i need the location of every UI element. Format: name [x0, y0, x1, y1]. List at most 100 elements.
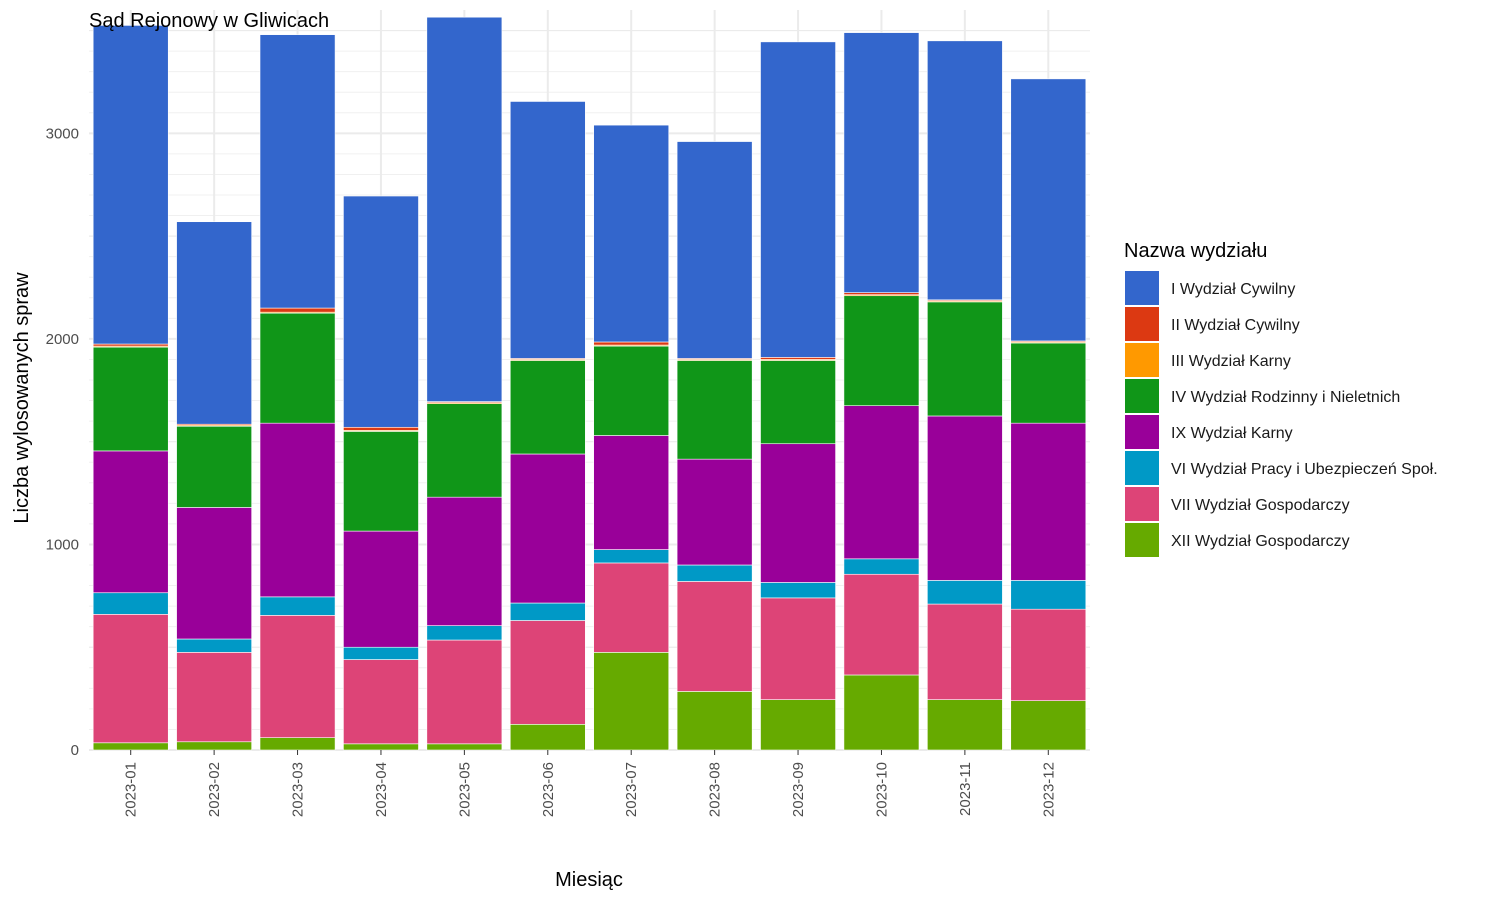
bar-segment — [1010, 78, 1087, 342]
bar-segment — [1010, 580, 1087, 610]
legend-swatch — [1125, 523, 1159, 557]
bar-segment — [843, 573, 920, 676]
bar-segment — [259, 307, 336, 313]
bar-segment — [760, 360, 836, 445]
bar-segment — [1010, 342, 1087, 424]
bar-segment — [343, 431, 419, 532]
legend-title: Nazwa wydziału — [1124, 240, 1267, 262]
bar-segment — [343, 195, 419, 428]
minor-gridlines — [89, 50, 1090, 730]
bar-segment — [1010, 422, 1087, 581]
bar-segment — [843, 405, 920, 560]
y-tick-label: 1000 — [46, 536, 79, 553]
bar-segment — [509, 602, 586, 621]
x-tick-label: 2023-07 — [623, 762, 640, 817]
bar-segment — [676, 564, 753, 582]
bar-segment — [426, 743, 503, 751]
legend-items: I Wydział Cywilny II Wydział Cywilny III W… — [1125, 271, 1438, 557]
bar-segment — [760, 597, 836, 700]
y-tick-label: 2000 — [46, 331, 79, 348]
y-axis-ticks: 0 1000 2000 3000 — [46, 125, 79, 759]
bar-segment — [92, 25, 169, 345]
bar-segment — [593, 435, 670, 550]
legend-swatch — [1125, 487, 1159, 521]
x-tick-label: 2023-09 — [790, 762, 807, 817]
bar-segment — [259, 615, 336, 738]
legend-label: VII Wydział Gospodarczy — [1171, 497, 1350, 514]
y-tick-label: 3000 — [46, 125, 79, 142]
bar-segment — [176, 425, 252, 508]
bar-segment — [593, 652, 670, 751]
bar-segment — [509, 620, 586, 725]
bar-segment — [927, 40, 1003, 301]
bar-segment — [343, 426, 419, 431]
legend-label: IX Wydział Karny — [1171, 425, 1293, 442]
bar-segment — [509, 101, 586, 359]
bar-segment — [176, 638, 252, 653]
bar-segment — [92, 343, 169, 347]
bar-segment — [843, 292, 920, 295]
bar-segment — [92, 346, 169, 452]
x-tick-label: 2023-08 — [707, 762, 724, 817]
bar-segment — [676, 458, 753, 566]
bar-segment — [176, 741, 252, 751]
bar-segment — [343, 659, 419, 745]
bar-segment — [92, 614, 169, 744]
legend-swatch — [1125, 343, 1159, 377]
bar-segment — [676, 141, 753, 359]
x-tick-label: 2023-12 — [1040, 762, 1057, 817]
bar-segment — [176, 507, 252, 640]
legend-swatch — [1125, 271, 1159, 305]
legend-label: IV Wydział Rodzinny i Nieletnich — [1171, 389, 1400, 406]
bar-segment — [843, 295, 920, 406]
legend-swatch — [1125, 379, 1159, 413]
legend-swatch — [1125, 307, 1159, 341]
bar-segment — [1010, 608, 1087, 701]
x-tick-label: 2023-03 — [290, 762, 307, 817]
bar-segment — [343, 743, 419, 751]
x-axis-title: Miesiąc — [555, 869, 623, 891]
bar-segment — [760, 699, 836, 751]
bar-segment — [426, 16, 503, 402]
bar-segment — [92, 592, 169, 615]
bar-segment — [843, 674, 920, 751]
bar-segment — [927, 415, 1003, 581]
bar-segment — [760, 582, 836, 599]
bar-segment — [593, 562, 670, 653]
x-tick-label: 2023-02 — [206, 762, 223, 817]
legend-label: VI Wydział Pracy i Ubezpieczeń Społ. — [1171, 461, 1438, 478]
bar-segment — [92, 742, 169, 751]
bar-segment — [927, 580, 1003, 605]
y-tick-label: 0 — [71, 742, 79, 759]
bars — [92, 16, 1087, 751]
bar-segment — [676, 691, 753, 751]
x-axis-ticks: 2023-01 2023-02 2023-03 2023-04 2023-05 2023-… — [123, 750, 1057, 817]
x-tick-label: 2023-10 — [873, 762, 890, 817]
legend: Nazwa wydziału I Wydział Cywilny II Wydzi… — [1124, 240, 1438, 557]
legend-label: II Wydział Cywilny — [1171, 317, 1300, 334]
bar-segment — [176, 221, 252, 425]
x-tick-label: 2023-04 — [373, 762, 390, 817]
bar-segment — [927, 301, 1003, 417]
bar-segment — [927, 699, 1003, 751]
x-tick-label: 2023-05 — [456, 762, 473, 817]
bar-segment — [259, 312, 336, 424]
bar-segment — [927, 603, 1003, 700]
bar-segment — [426, 496, 503, 626]
bar-segment — [509, 453, 586, 604]
bar-segment — [259, 34, 336, 309]
bar-segment — [843, 32, 920, 293]
legend-label: XII Wydział Gospodarczy — [1171, 533, 1350, 550]
x-tick-label: 2023-06 — [540, 762, 557, 817]
bar-segment — [676, 581, 753, 692]
x-tick-label: 2023-01 — [123, 762, 140, 817]
chart-title: Sąd Rejonowy w Gliwicach — [89, 10, 329, 32]
bar-segment — [259, 422, 336, 598]
x-tick-label: 2023-11 — [957, 762, 974, 816]
bar-segment — [593, 345, 670, 436]
bar-segment — [92, 450, 169, 594]
bar-segment — [343, 646, 419, 660]
legend-label: III Wydział Karny — [1171, 353, 1291, 370]
bar-segment — [259, 596, 336, 616]
